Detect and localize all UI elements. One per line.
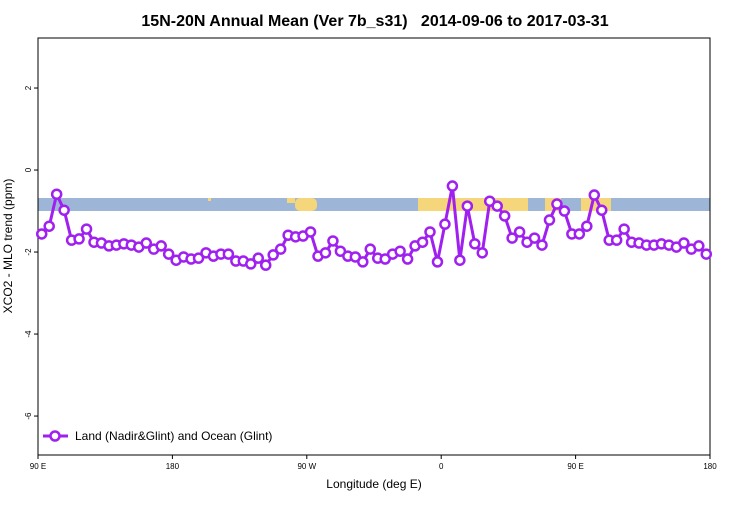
data-point bbox=[245, 258, 257, 270]
data-point bbox=[401, 253, 414, 265]
x-tick-label: 90 E bbox=[567, 462, 583, 471]
x-tick-label: 180 bbox=[703, 462, 717, 471]
y-tick-label: 2 bbox=[24, 85, 33, 90]
data-point bbox=[543, 214, 556, 226]
data-point bbox=[222, 248, 235, 260]
x-tick-label: 90 E bbox=[30, 462, 46, 471]
data-point bbox=[162, 248, 175, 260]
x-tick-label: 90 W bbox=[297, 462, 316, 471]
chart-title: 15N-20N Annual Mean (Ver 7b_s31) 2014-09… bbox=[141, 13, 608, 30]
data-point bbox=[513, 226, 526, 238]
data-point bbox=[476, 247, 489, 259]
data-point bbox=[140, 237, 153, 249]
data-point bbox=[274, 243, 287, 255]
data-point bbox=[536, 239, 548, 251]
y-tick-label: -6 bbox=[24, 412, 33, 420]
data-point bbox=[424, 226, 436, 238]
data-point bbox=[304, 226, 317, 238]
data-point bbox=[506, 232, 518, 244]
data-point bbox=[700, 248, 713, 260]
data-point bbox=[439, 218, 451, 230]
x-axis-label: Longitude (deg E) bbox=[326, 477, 421, 491]
data-point bbox=[267, 249, 279, 261]
data-point bbox=[50, 188, 63, 200]
data-point bbox=[454, 254, 466, 266]
data-point bbox=[610, 234, 623, 246]
y-tick-label: 0 bbox=[24, 167, 33, 172]
data-point bbox=[431, 256, 444, 268]
data-point bbox=[498, 210, 511, 222]
data-point bbox=[43, 220, 55, 232]
data-point bbox=[35, 228, 48, 240]
data-point bbox=[469, 238, 481, 250]
data-point bbox=[551, 198, 563, 210]
data-point bbox=[364, 243, 377, 255]
data-point bbox=[357, 256, 369, 268]
data-point bbox=[155, 240, 167, 252]
data-point bbox=[581, 220, 593, 232]
data-point bbox=[558, 205, 571, 217]
data-point bbox=[416, 236, 429, 248]
data-point bbox=[573, 228, 586, 240]
data-point bbox=[491, 200, 503, 212]
x-tick-label: 180 bbox=[166, 462, 180, 471]
data-point bbox=[461, 200, 474, 212]
data-point bbox=[327, 235, 339, 247]
map-strip bbox=[38, 198, 710, 211]
data-point bbox=[693, 240, 705, 252]
data-point bbox=[319, 247, 332, 259]
data-point bbox=[58, 204, 70, 216]
data-point bbox=[528, 232, 541, 244]
data-point bbox=[80, 223, 93, 235]
data-point bbox=[588, 189, 601, 201]
data-point bbox=[394, 245, 406, 257]
x-tick-label: 0 bbox=[439, 462, 444, 471]
legend-label: Land (Nadir&Glint) and Ocean (Glint) bbox=[75, 429, 272, 443]
data-point bbox=[678, 237, 690, 249]
data-point bbox=[618, 223, 630, 235]
y-tick-label: -2 bbox=[24, 248, 33, 256]
plot-frame bbox=[37, 37, 711, 456]
data-point bbox=[192, 252, 205, 264]
y-tick-label: -4 bbox=[24, 330, 33, 338]
data-point bbox=[446, 180, 459, 192]
data-point bbox=[252, 252, 265, 264]
data-point bbox=[259, 259, 272, 271]
data-point bbox=[595, 204, 608, 216]
legend-marker bbox=[49, 430, 61, 442]
data-point bbox=[73, 233, 85, 245]
y-axis-label: XCO2 - MLO trend (ppm) bbox=[1, 179, 15, 314]
